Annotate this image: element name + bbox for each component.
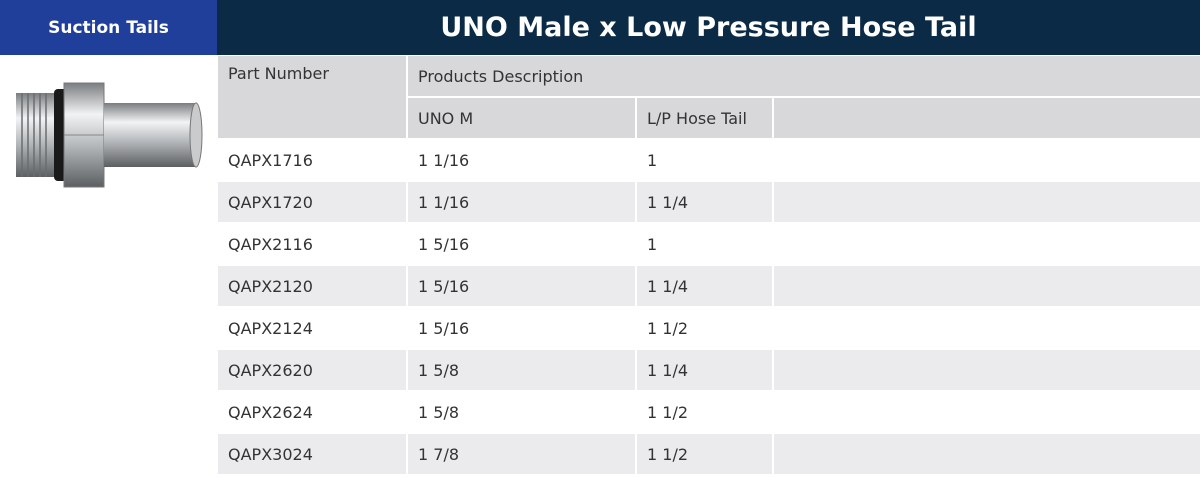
blank-cell [774, 266, 1200, 306]
table-cell: 1 5/8 [408, 350, 635, 390]
blank-cell [774, 182, 1200, 222]
table-cell: QAPX2116 [228, 234, 313, 254]
product-image [16, 82, 203, 188]
table-cell: 1 [647, 234, 658, 254]
blank-cell [774, 308, 1200, 348]
category-badge: Suction Tails [0, 0, 217, 55]
table-cell: 1 5/16 [418, 234, 470, 254]
table-cell: 1 1/2 [637, 434, 772, 474]
table-cell: 1 1/4 [637, 266, 772, 306]
blank-cell [774, 392, 1200, 432]
group-header: Products Description [408, 56, 1200, 96]
table-cell: QAPX2120 [218, 266, 406, 306]
column-header: UNO M [408, 98, 635, 138]
table-cell: 1 1/4 [637, 182, 772, 222]
table-cell: 1 5/8 [418, 402, 460, 422]
table-cell: QAPX2620 [218, 350, 406, 390]
column-header: Part Number [218, 56, 406, 138]
table-cell: 1 1/16 [418, 150, 470, 170]
blank-cell [774, 434, 1200, 474]
table-cell: 1 [647, 150, 658, 170]
table-cell: QAPX1716 [228, 150, 313, 170]
table-cell: 1 5/16 [418, 318, 470, 338]
table-cell: 1 1/2 [647, 318, 689, 338]
page-title: UNO Male x Low Pressure Hose Tail [217, 0, 1200, 55]
blank-cell [774, 140, 1200, 180]
table-cell: 1 7/8 [408, 434, 635, 474]
table-cell: 1 1/16 [408, 182, 635, 222]
table-cell: QAPX3024 [218, 434, 406, 474]
blank-cell [774, 350, 1200, 390]
table-cell: 1 1/2 [647, 402, 689, 422]
blank-cell [774, 224, 1200, 264]
table-cell: QAPX2624 [228, 402, 313, 422]
table-cell: 1 1/4 [637, 350, 772, 390]
table-cell: 1 5/16 [408, 266, 635, 306]
table-cell: QAPX2124 [228, 318, 313, 338]
header-blank [774, 98, 1200, 138]
table-cell: QAPX1720 [218, 182, 406, 222]
column-header: L/P Hose Tail [637, 98, 772, 138]
